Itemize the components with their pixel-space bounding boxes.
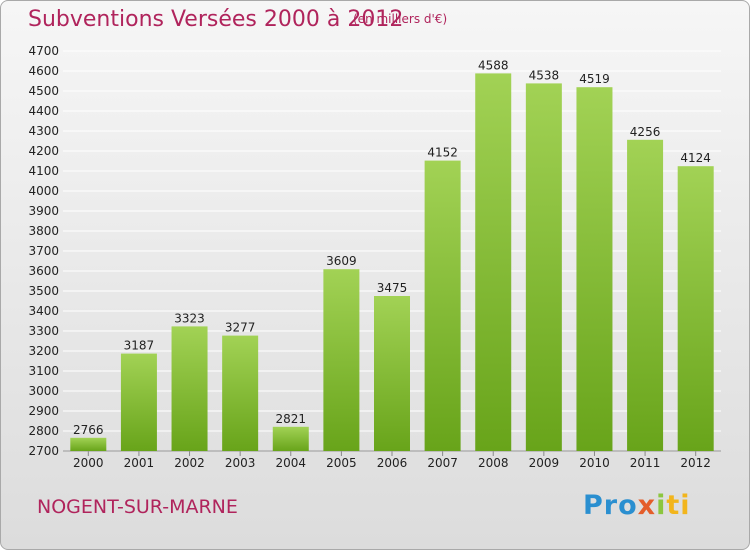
x-tick-label-2005: 2005 — [326, 456, 357, 470]
x-tick-label-2007: 2007 — [427, 456, 458, 470]
y-tick-label: 4000 — [28, 184, 59, 198]
data-label-2003: 3277 — [225, 321, 256, 335]
bar-2001 — [120, 353, 157, 451]
bar-2002 — [171, 326, 208, 451]
data-label-2011: 4256 — [630, 125, 661, 139]
data-label-2010: 4519 — [579, 72, 610, 86]
y-tick-label: 3500 — [28, 284, 59, 298]
y-tick-label: 3800 — [28, 224, 59, 238]
y-tick-label: 4500 — [28, 84, 59, 98]
bar-2007 — [424, 160, 461, 451]
y-tick-label: 2800 — [28, 424, 59, 438]
x-tick-label-2004: 2004 — [275, 456, 306, 470]
y-tick-label: 4100 — [28, 164, 59, 178]
x-tick-label-2006: 2006 — [377, 456, 408, 470]
x-tick-label-2011: 2011 — [630, 456, 661, 470]
x-tick-label-2003: 2003 — [225, 456, 256, 470]
bar-2003 — [222, 335, 259, 451]
y-tick-label: 4300 — [28, 124, 59, 138]
y-tick-label: 3100 — [28, 364, 59, 378]
chart-unit: (en milliers d'€) — [353, 12, 448, 26]
y-tick-label: 3900 — [28, 204, 59, 218]
y-tick-label: 2700 — [28, 444, 59, 458]
y-tick-label: 4400 — [28, 104, 59, 118]
y-tick-label: 3400 — [28, 304, 59, 318]
chart-title: Subventions Versées 2000 à 2012 — [28, 7, 404, 32]
x-tick-label-2000: 2000 — [73, 456, 104, 470]
data-label-2001: 3187 — [124, 339, 155, 353]
y-tick-label: 3200 — [28, 344, 59, 358]
y-tick-label: 3000 — [28, 384, 59, 398]
x-tick-label-2010: 2010 — [579, 456, 610, 470]
bar-2006 — [374, 296, 410, 451]
y-tick-label: 3600 — [28, 264, 59, 278]
x-tick-label-2012: 2012 — [680, 456, 711, 470]
bar-2000 — [70, 437, 107, 451]
bar-2012 — [677, 166, 714, 451]
proxiti-logo: Proxiti — [583, 490, 691, 521]
bar-2004 — [272, 426, 309, 451]
bar-2010 — [576, 87, 613, 451]
data-label-2012: 4124 — [680, 151, 711, 165]
data-label-2004: 2821 — [275, 412, 306, 426]
bar-2011 — [627, 139, 664, 452]
data-label-2007: 4152 — [427, 146, 458, 160]
y-tick-label: 4600 — [28, 64, 59, 78]
data-label-2005: 3609 — [326, 254, 357, 268]
y-tick-label: 3700 — [28, 244, 59, 258]
data-label-2008: 4588 — [478, 58, 509, 72]
data-label-2006: 3475 — [377, 281, 408, 295]
y-tick-label: 4200 — [28, 144, 59, 158]
x-tick-label-2002: 2002 — [174, 456, 205, 470]
bar-2008 — [475, 73, 512, 452]
bar-2009 — [525, 83, 562, 452]
data-label-2000: 2766 — [73, 423, 104, 437]
x-tick-label-2001: 2001 — [124, 456, 155, 470]
city-name: NOGENT-SUR-MARNE — [37, 496, 238, 518]
x-tick-label-2008: 2008 — [478, 456, 509, 470]
data-label-2009: 4538 — [529, 68, 560, 82]
y-tick-label: 3300 — [28, 324, 59, 338]
bar-2005 — [323, 269, 360, 451]
data-label-2002: 3323 — [174, 311, 205, 325]
y-tick-label: 4700 — [28, 44, 59, 58]
x-tick-label-2009: 2009 — [529, 456, 560, 470]
y-tick-label: 2900 — [28, 404, 59, 418]
